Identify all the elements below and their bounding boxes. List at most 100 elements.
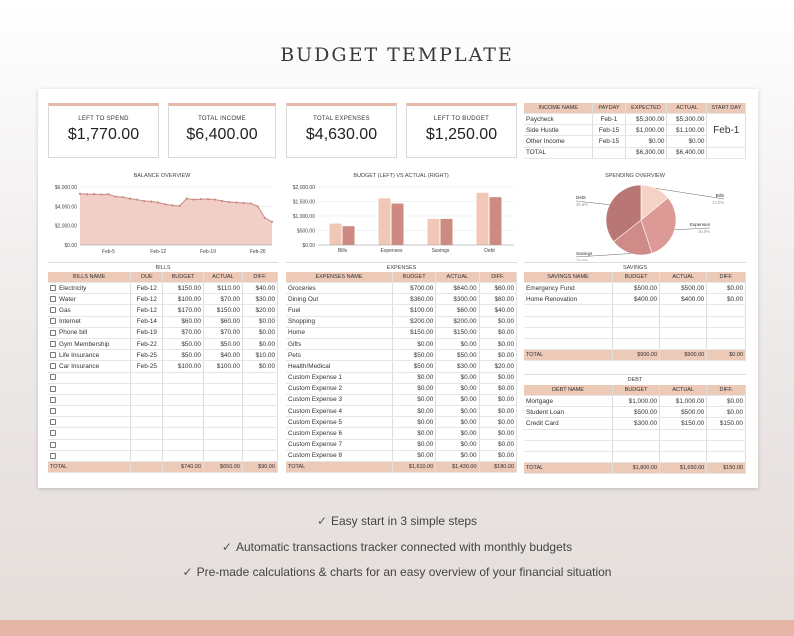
- savings-cell[interactable]: [612, 338, 661, 351]
- bills-cell[interactable]: $0.00: [242, 316, 279, 328]
- income-expected[interactable]: $0.00: [625, 135, 668, 148]
- bills-cell[interactable]: [242, 394, 279, 407]
- bills-cell[interactable]: $50.00: [162, 349, 204, 362]
- bills-cell[interactable]: [130, 372, 164, 384]
- table-row[interactable]: Custom Expense 4 $0.00 $0.00 $0.00: [286, 405, 518, 418]
- expenses-cell[interactable]: $0.00: [435, 439, 480, 451]
- debt-cell[interactable]: [612, 451, 661, 464]
- debt-cell[interactable]: $1,000.00: [659, 395, 708, 408]
- bills-cell[interactable]: Feb-25: [130, 360, 164, 373]
- bills-cell[interactable]: $70.00: [203, 327, 243, 339]
- bill-paid-checkbox[interactable]: [50, 352, 56, 359]
- expenses-cell[interactable]: $0.00: [392, 383, 437, 395]
- debt-cell[interactable]: [524, 429, 613, 441]
- bill-paid-checkbox[interactable]: [50, 363, 56, 370]
- income-expected[interactable]: $5,300.00: [625, 113, 668, 126]
- expenses-cell[interactable]: Custom Expense 4: [286, 405, 393, 418]
- table-row[interactable]: Side Hustle Feb-15 $1,000.00 $1,100.00: [524, 124, 746, 137]
- savings-cell[interactable]: Emergency Fund: [524, 282, 613, 295]
- savings-cell[interactable]: Home Renovation: [524, 293, 613, 306]
- table-row[interactable]: [524, 316, 746, 328]
- expenses-cell[interactable]: Shopping: [286, 316, 393, 328]
- expenses-cell[interactable]: $60.00: [479, 293, 518, 306]
- expenses-cell[interactable]: $0.00: [479, 439, 518, 451]
- expenses-cell[interactable]: Home: [286, 327, 393, 339]
- bill-paid-checkbox[interactable]: [50, 419, 56, 426]
- savings-cell[interactable]: $500.00: [612, 282, 661, 295]
- table-row[interactable]: Car Insurance Feb-25 $100.00 $100.00 $0.00: [48, 360, 279, 373]
- income-actual[interactable]: $0.00: [666, 135, 708, 148]
- expenses-cell[interactable]: $60.00: [435, 304, 480, 317]
- bills-cell[interactable]: Electricity: [48, 282, 132, 295]
- bills-cell[interactable]: $0.00: [242, 327, 279, 339]
- table-row[interactable]: Gas Feb-12 $170.00 $150.00 $20.00: [48, 304, 279, 317]
- expenses-cell[interactable]: $0.00: [392, 427, 437, 440]
- bills-cell[interactable]: [242, 383, 279, 395]
- debt-cell[interactable]: Mortgage: [524, 395, 613, 408]
- debt-cell[interactable]: $300.00: [612, 417, 661, 430]
- bill-paid-checkbox[interactable]: [50, 318, 56, 325]
- income-expected[interactable]: $1,000.00: [625, 124, 668, 137]
- bills-cell[interactable]: [203, 427, 243, 440]
- bills-cell[interactable]: [203, 394, 243, 407]
- table-row[interactable]: [48, 383, 279, 395]
- bills-cell[interactable]: $50.00: [162, 338, 204, 351]
- bills-cell[interactable]: [162, 383, 204, 395]
- expenses-cell[interactable]: $60.00: [479, 282, 518, 295]
- income-payday[interactable]: Feb-15: [592, 135, 626, 148]
- savings-cell[interactable]: [659, 304, 708, 317]
- bills-cell[interactable]: [203, 439, 243, 451]
- expenses-cell[interactable]: $20.00: [479, 360, 518, 373]
- bills-cell[interactable]: [130, 427, 164, 440]
- savings-cell[interactable]: [659, 327, 708, 339]
- expenses-cell[interactable]: $0.00: [392, 405, 437, 418]
- expenses-cell[interactable]: $0.00: [435, 338, 480, 351]
- bills-cell[interactable]: [48, 427, 132, 440]
- expenses-cell[interactable]: $0.00: [435, 394, 480, 407]
- expenses-cell[interactable]: Pets: [286, 349, 393, 362]
- savings-cell[interactable]: $0.00: [706, 293, 746, 306]
- bills-cell[interactable]: $50.00: [203, 338, 243, 351]
- debt-cell[interactable]: $0.00: [706, 395, 746, 408]
- savings-cell[interactable]: [706, 327, 746, 339]
- expenses-cell[interactable]: $0.00: [392, 416, 437, 429]
- expenses-cell[interactable]: $150.00: [435, 327, 480, 339]
- bills-cell[interactable]: [242, 372, 279, 384]
- savings-cell[interactable]: [612, 316, 661, 328]
- bills-cell[interactable]: [162, 372, 204, 384]
- table-row[interactable]: [48, 394, 279, 407]
- savings-cell[interactable]: [659, 316, 708, 328]
- expenses-cell[interactable]: $0.00: [392, 338, 437, 351]
- expenses-cell[interactable]: $0.00: [392, 394, 437, 407]
- table-row[interactable]: Paycheck Feb-1 $5,300.00 $5,300.00 Feb-1: [524, 113, 746, 148]
- bills-cell[interactable]: [48, 394, 132, 407]
- table-row[interactable]: Internet Feb-14 $60.00 $60.00 $0.00: [48, 316, 279, 328]
- table-row[interactable]: [524, 327, 746, 339]
- bills-cell[interactable]: [162, 439, 204, 451]
- expenses-cell[interactable]: $300.00: [435, 293, 480, 306]
- table-row[interactable]: Electricity Feb-12 $150.00 $110.00 $40.00: [48, 282, 279, 295]
- bills-cell[interactable]: Phone bill: [48, 327, 132, 339]
- bills-cell[interactable]: $20.00: [242, 304, 279, 317]
- bills-cell[interactable]: Feb-22: [130, 338, 164, 351]
- debt-cell[interactable]: [612, 429, 661, 441]
- expenses-cell[interactable]: $0.00: [392, 439, 437, 451]
- expenses-cell[interactable]: $0.00: [435, 450, 480, 463]
- expenses-cell[interactable]: Fuel: [286, 304, 393, 317]
- table-row[interactable]: Gifts $0.00 $0.00 $0.00: [286, 338, 518, 351]
- bills-cell[interactable]: $100.00: [162, 293, 204, 306]
- bills-cell[interactable]: [242, 427, 279, 440]
- bills-cell[interactable]: [48, 416, 132, 429]
- expenses-cell[interactable]: $0.00: [392, 372, 437, 384]
- table-row[interactable]: Student Loan $500.00 $500.00 $0.00: [524, 406, 746, 419]
- bills-cell[interactable]: Feb-14: [130, 316, 164, 328]
- expenses-cell[interactable]: $200.00: [435, 316, 480, 328]
- expenses-cell[interactable]: $0.00: [479, 427, 518, 440]
- bills-cell[interactable]: Feb-19: [130, 327, 164, 339]
- bills-cell[interactable]: [203, 383, 243, 395]
- table-row[interactable]: [524, 429, 746, 441]
- debt-cell[interactable]: [706, 451, 746, 464]
- bill-paid-checkbox[interactable]: [50, 307, 56, 314]
- debt-cell[interactable]: $0.00: [706, 406, 746, 419]
- bills-cell[interactable]: $0.00: [242, 360, 279, 373]
